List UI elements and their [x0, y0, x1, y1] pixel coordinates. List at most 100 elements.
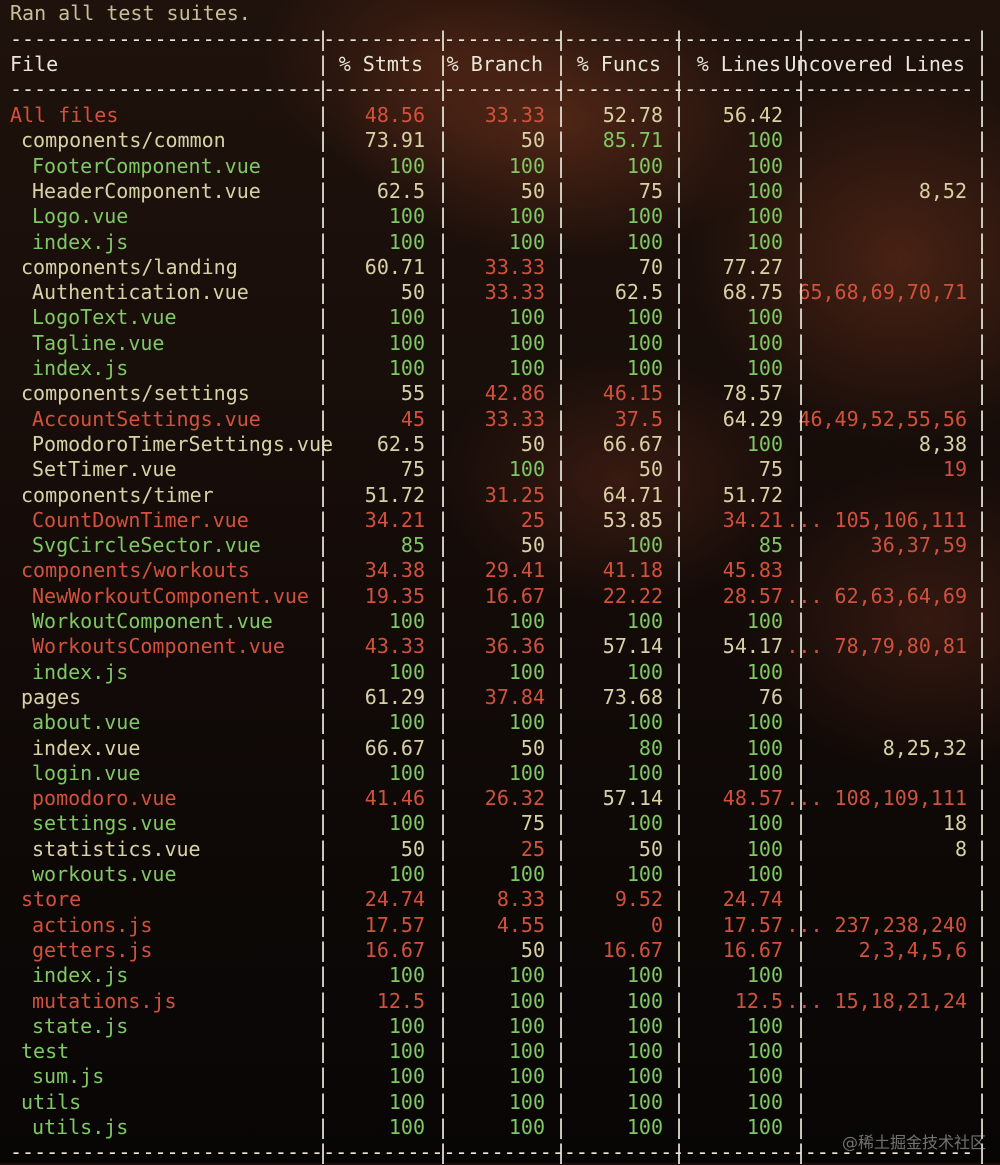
- column-separator: |: [976, 533, 989, 558]
- column-separator: |: [317, 988, 330, 1013]
- uncovered-value: ... 62,63,64,69: [786, 583, 967, 608]
- column-separator: |: [437, 988, 450, 1013]
- column-separator: |: [795, 1013, 808, 1038]
- table-row: Tagline.vue 100 100 100 100 | | | | | |: [0, 331, 1000, 356]
- funcs-value: 100: [626, 963, 663, 988]
- lines-value: 85: [758, 533, 783, 558]
- branch-value: 100: [508, 988, 545, 1013]
- column-separator: |: [795, 583, 808, 608]
- column-separator: |: [317, 1140, 330, 1164]
- column-separator: |: [673, 178, 686, 203]
- file-name: index.js: [32, 659, 129, 684]
- column-separator: |: [795, 887, 808, 912]
- column-separator: |: [795, 811, 808, 836]
- column-separator: |: [795, 406, 808, 431]
- funcs-value: 100: [626, 988, 663, 1013]
- funcs-value: 16.67: [602, 937, 663, 962]
- lines-value: 100: [746, 330, 783, 355]
- header-file: File: [10, 52, 59, 76]
- column-separator: |: [555, 583, 568, 608]
- table-row: components/settings 55 42.86 46.15 78.57 | | | |…: [0, 381, 1000, 406]
- funcs-value: 100: [626, 1089, 663, 1114]
- column-separator: |: [555, 305, 568, 330]
- column-separator: |: [437, 128, 450, 153]
- column-separator: |: [437, 178, 450, 203]
- lines-value: 100: [746, 659, 783, 684]
- funcs-value: 100: [626, 710, 663, 735]
- table-row: actions.js 17.57 4.55 0 17.57... 237,238,240…: [0, 913, 1000, 938]
- column-separator: |: [555, 431, 568, 456]
- column-separator: |: [555, 684, 568, 709]
- funcs-value: 75: [638, 178, 663, 203]
- column-separator: |: [555, 457, 568, 482]
- column-separator: |: [317, 507, 330, 532]
- column-separator: |: [437, 735, 450, 760]
- branch-value: 50: [520, 533, 545, 558]
- column-separator: |: [976, 684, 989, 709]
- column-separator: |: [673, 103, 686, 127]
- funcs-value: 80: [638, 735, 663, 760]
- column-separator: |: [437, 609, 450, 633]
- stmts-value: 34.38: [364, 558, 425, 583]
- column-separator: |: [795, 305, 808, 330]
- lines-value: 75: [758, 457, 783, 482]
- branch-value: 31.25: [484, 482, 545, 507]
- column-separator: |: [976, 1140, 989, 1164]
- table-row: components/workouts 34.38 29.41 41.18 45.83 |…: [0, 558, 1000, 583]
- funcs-value: 9.52: [614, 887, 663, 912]
- column-separator: |: [317, 128, 330, 153]
- column-separator: |: [976, 558, 989, 583]
- column-separator: |: [673, 735, 686, 760]
- stmts-value: 100: [388, 659, 425, 684]
- uncovered-value: 8,38: [918, 431, 967, 456]
- column-separator: |: [976, 710, 989, 735]
- column-separator: |: [795, 558, 808, 583]
- column-separator: |: [555, 937, 568, 962]
- column-separator: |: [795, 128, 808, 153]
- table-row: NewWorkoutComponent.vue 19.35 16.67 22.22 28…: [0, 584, 1000, 609]
- lines-value: 100: [746, 178, 783, 203]
- funcs-value: 100: [626, 153, 663, 178]
- column-separator: |: [976, 735, 989, 760]
- column-separator: |: [673, 912, 686, 937]
- column-separator: |: [673, 1140, 686, 1164]
- table-row: about.vue 100 100 100 100 | | | | | |: [0, 710, 1000, 735]
- column-separator: |: [437, 937, 450, 962]
- column-separator: |: [976, 609, 989, 633]
- file-name: statistics.vue: [32, 836, 201, 861]
- stmts-value: 100: [388, 760, 425, 785]
- column-separator: |: [795, 254, 808, 279]
- file-name: All files: [10, 103, 119, 127]
- funcs-value: 70: [638, 254, 663, 279]
- branch-value: 16.67: [484, 583, 545, 608]
- column-separator: |: [437, 912, 450, 937]
- column-separator: |: [555, 204, 568, 229]
- column-separator: |: [976, 583, 989, 608]
- stmts-value: 12.5: [376, 988, 425, 1013]
- file-name: AccountSettings.vue: [32, 406, 261, 431]
- file-name: FooterComponent.vue: [32, 153, 261, 178]
- column-separator: |: [795, 330, 808, 355]
- stmts-value: 85: [400, 533, 425, 558]
- file-name: WorkoutComponent.vue: [32, 609, 273, 633]
- lines-value: 100: [746, 710, 783, 735]
- table-row: FooterComponent.vue 100 100 100 100 | | | | | |: [0, 154, 1000, 179]
- column-separator: |: [317, 204, 330, 229]
- header-funcs: % Funcs: [576, 52, 661, 76]
- lines-value: 100: [746, 1039, 783, 1064]
- funcs-value: 85.71: [602, 128, 663, 153]
- column-separator: |: [673, 710, 686, 735]
- column-separator: |: [437, 558, 450, 583]
- stmts-value: 66.67: [364, 735, 425, 760]
- funcs-value: 100: [626, 1115, 663, 1139]
- table-row: index.js 100 100 100 100 | | | | | |: [0, 356, 1000, 381]
- column-separator: |: [317, 558, 330, 583]
- column-separator: |: [555, 533, 568, 558]
- column-separator: |: [555, 356, 568, 380]
- lines-value: 34.21: [722, 507, 783, 532]
- column-separator: |: [437, 204, 450, 229]
- column-separator: |: [317, 280, 330, 305]
- table-row: getters.js 16.67 50 16.67 16.67 2,3,4,5,6 | | | |…: [0, 938, 1000, 963]
- column-separator: |: [673, 431, 686, 456]
- branch-value: 75: [520, 811, 545, 836]
